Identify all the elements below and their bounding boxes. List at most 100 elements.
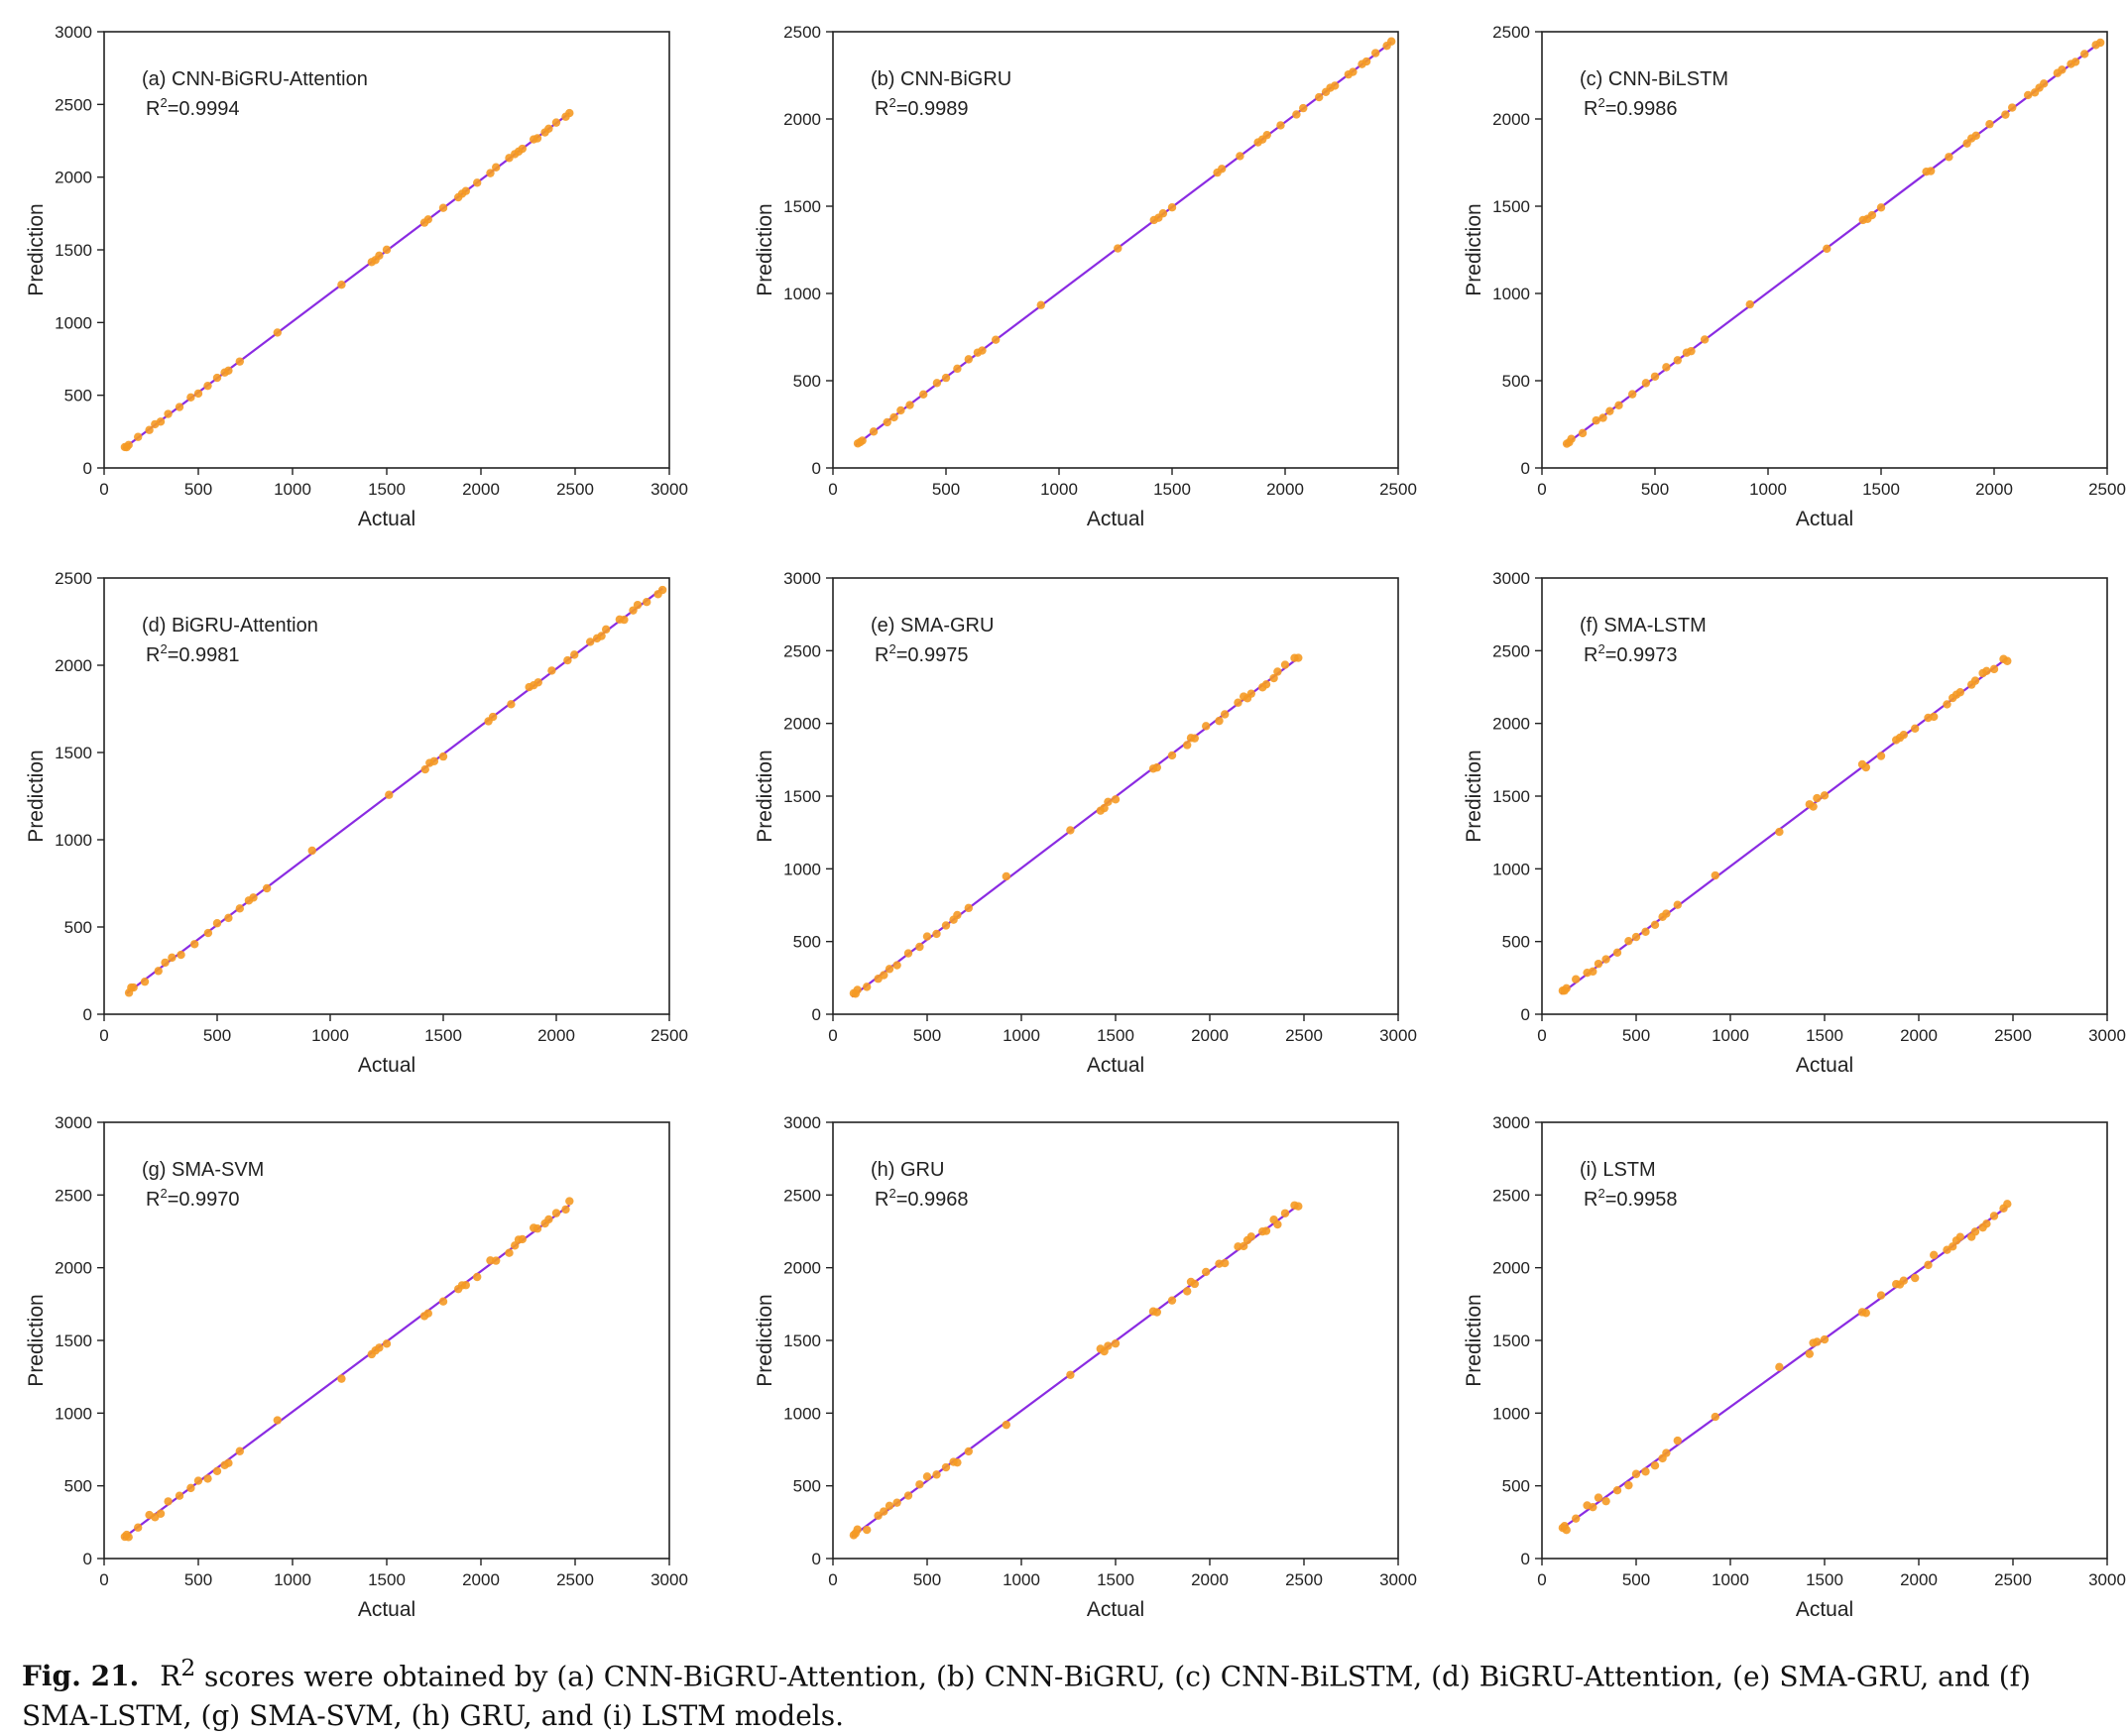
data-point (1899, 1276, 1909, 1285)
data-point (1641, 927, 1650, 937)
data-point (2003, 656, 2012, 665)
data-point (1930, 712, 1939, 722)
r2-label: R2=0.9958 (1584, 1186, 1678, 1211)
data-point (212, 373, 222, 383)
data-point (1949, 1242, 1957, 1251)
data-point (1662, 363, 1671, 372)
data-point (382, 245, 392, 255)
data-point (1861, 1309, 1871, 1318)
data-point (1809, 802, 1818, 811)
data-point (438, 203, 448, 212)
y-tick-label: 2500 (1492, 1186, 1530, 1205)
y-tick-label: 1500 (783, 1331, 821, 1350)
y-tick-label: 2000 (55, 656, 92, 675)
data-point (2070, 58, 2080, 66)
data-point (190, 940, 199, 949)
data-point (544, 1215, 553, 1224)
y-axis-label: Prediction (25, 750, 48, 842)
data-point (473, 178, 482, 187)
data-point (235, 904, 244, 913)
data-point (964, 1447, 973, 1456)
data-point (273, 1416, 282, 1425)
x-tick-label: 1500 (1097, 1570, 1134, 1589)
data-point (2095, 38, 2105, 48)
data-point (1202, 722, 1211, 731)
data-point (235, 357, 244, 366)
data-point (1261, 1226, 1271, 1235)
data-point (1315, 92, 1324, 102)
data-point (177, 950, 185, 960)
chart-title: (i) LSTM (1580, 1159, 1656, 1181)
data-point (134, 432, 143, 441)
data-point (193, 1476, 203, 1485)
data-point (1294, 653, 1303, 662)
y-tick-label: 2000 (783, 110, 821, 129)
data-point (1641, 379, 1651, 388)
data-point (2080, 50, 2089, 58)
data-point (1641, 1467, 1650, 1476)
data-point (1820, 791, 1830, 800)
data-point (1215, 716, 1224, 726)
data-point (570, 650, 579, 659)
chart-title: (a) CNN-BiGRU-Attention (142, 68, 368, 90)
data-point (124, 1533, 133, 1542)
x-tick-label: 0 (1537, 1026, 1546, 1045)
y-tick-label: 1000 (1492, 860, 1530, 878)
data-point (561, 1205, 570, 1215)
data-point (1605, 406, 1614, 415)
data-point (903, 1491, 913, 1500)
data-point (551, 118, 561, 127)
y-tick-label: 1000 (783, 860, 821, 878)
data-point (1631, 932, 1641, 942)
data-point (1111, 795, 1121, 804)
x-tick-label: 2000 (1191, 1026, 1229, 1045)
data-point (1930, 1250, 1939, 1260)
chart-f: 0 500 1000 1500 2000 2500 3000 0 500 1000 1500 2000… (1463, 569, 2126, 1077)
data-point (1820, 1334, 1830, 1344)
y-tick-label: 1500 (55, 241, 92, 260)
data-point (1183, 741, 1192, 750)
y-tick-label: 1000 (55, 831, 92, 850)
data-point (1926, 167, 1936, 175)
x-tick-label: 3000 (1379, 1026, 1417, 1045)
data-point (1221, 1258, 1230, 1268)
chart-h: 0 500 1000 1500 2000 2500 3000 0 500 1000 1500 2000… (754, 1113, 1417, 1621)
data-point (1982, 1219, 1991, 1228)
data-point (235, 1447, 244, 1455)
y-tick-label: 2000 (55, 1259, 92, 1278)
data-point (488, 712, 498, 722)
r2-label: R2=0.9981 (146, 641, 240, 666)
data-point (953, 910, 962, 920)
data-point (423, 1309, 432, 1318)
x-tick-label: 3000 (1379, 1570, 1417, 1589)
x-tick-label: 2000 (1900, 1026, 1938, 1045)
data-point (1624, 1480, 1633, 1490)
data-point (1294, 1202, 1303, 1211)
data-point (1330, 81, 1340, 90)
y-tick-label: 1000 (1492, 285, 1530, 303)
data-point (1167, 751, 1177, 760)
data-point (551, 1209, 561, 1217)
data-point (1876, 1291, 1886, 1300)
y-tick-label: 3000 (1492, 1113, 1530, 1132)
data-point (1650, 372, 1660, 381)
y-tick-label: 500 (1502, 1477, 1530, 1496)
x-tick-label: 500 (184, 480, 212, 499)
x-tick-label: 1500 (1153, 480, 1191, 499)
x-tick-label: 3000 (650, 480, 688, 499)
x-tick-label: 2500 (1285, 1570, 1323, 1589)
data-point (1273, 1219, 1282, 1229)
data-point (1246, 1232, 1256, 1241)
y-tick-label: 2000 (783, 1259, 821, 1278)
data-point (932, 929, 941, 939)
data-point (1612, 948, 1622, 958)
data-point (337, 1374, 346, 1383)
x-tick-label: 0 (828, 1026, 837, 1045)
data-point (1349, 67, 1358, 76)
data-point (1152, 1308, 1162, 1317)
y-tick-label: 3000 (783, 569, 821, 588)
y-tick-label: 1000 (783, 1404, 821, 1423)
data-point (853, 1525, 862, 1534)
data-point (1876, 203, 1886, 212)
x-tick-label: 0 (828, 1570, 837, 1589)
